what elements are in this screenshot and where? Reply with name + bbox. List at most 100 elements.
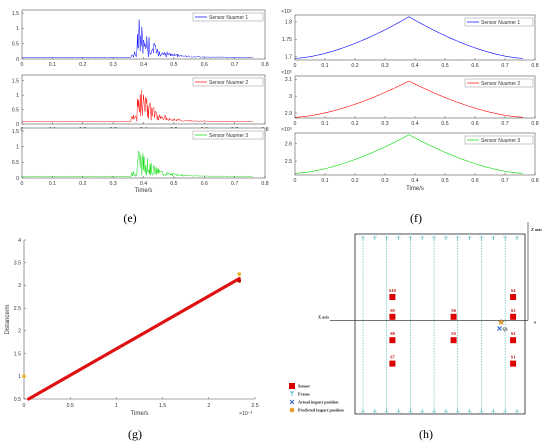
x-tick-label: 0.1 [321,178,328,184]
data-point [237,272,242,276]
x-tick-label: 0.4 [140,62,147,68]
frame-top-marker [491,236,496,240]
x-tick-label: 2.5 [251,403,258,409]
x-axis-label: Time/s [135,188,153,194]
frame-bottom-marker [408,409,413,413]
y-tick-label: 1.8 [285,20,292,26]
x-tick-label: 0.4 [140,181,147,187]
x-tick-label: 0.6 [201,181,208,187]
frame-bottom-marker [455,409,460,413]
distance-line [27,277,241,401]
legend-box [192,12,264,22]
x-tick-label: 0 [294,178,297,184]
y-tick-label: 0.5 [14,397,21,403]
x-tick-label: 0 [21,62,24,68]
frame-top-marker [479,236,484,240]
x-tick-label: 0.1 [49,62,56,68]
x-tick-label: 0.7 [231,62,238,68]
x-axis-label: Time/s [131,411,149,417]
legend-actual-swatch [289,399,295,405]
frame-top-marker [443,236,448,240]
y-tick-label: 1 [16,93,19,99]
legend-label: Actual impact position [298,400,339,405]
x-tick-label: 0.4 [411,63,418,69]
actual-impact-marker [497,326,502,331]
sensor-marker [389,360,396,367]
origin-label: o [534,319,536,324]
y-tick-label: 3.1 [285,77,292,83]
x-tick-label: 1 [115,403,118,409]
signal-line [21,19,253,59]
y-tick-label: 1.5 [12,79,19,85]
legend-box [192,77,264,87]
frame-bottom-marker [515,409,519,413]
sensor-label: S4 [511,288,516,293]
y-tick-label: 3 [289,94,292,100]
y-tick-label: 2.5 [14,306,21,312]
y-tick-label: 0 [16,57,19,63]
y-axis-label: Distance/m [5,304,11,334]
sensor-label: S10 [389,288,397,293]
x-tick-label: 0.6 [201,62,208,68]
panel-h-sensor-layout: X axis Z axis o S10 S9 S8 S7 S6 S5 S4 S3 S2 S1 Q1 Sens… [289,222,542,415]
frame-top-marker [420,236,425,240]
sensor-marker [510,313,517,320]
legend-predicted-swatch [289,407,295,413]
panel-g-distance-time: 0.511.522.533.540 0.5 1 1.5 2 2.5×10⁻³Time/sD… [5,238,259,417]
x-tick-label: 2 [207,403,210,409]
y-tick-label: 1.7 [285,54,292,60]
y-tick-label: 0.5 [12,107,19,113]
data-point [22,374,26,379]
y-tick-label: 0.5 [12,160,19,166]
predicted-impact-marker [497,318,505,326]
frame-bottom-marker [467,409,472,413]
frame-top-marker [396,236,401,240]
x-tick-label: 0.8 [531,63,538,69]
x-tick-label: 0 [294,63,297,69]
sensor-marker [450,313,457,320]
frame-bottom-marker [503,409,508,413]
sensor-marker [510,294,517,300]
x-tick-label: 0.8 [531,121,538,127]
legend-label: Sensor Nuumer 1 [209,15,248,21]
x-tick-label: 0.3 [110,181,117,187]
frame-bottom-marker [443,409,448,413]
x-tick-label: 0.6 [471,121,478,127]
y-tick-label: 0 [16,122,19,128]
x-tick-label: 0.1 [49,181,56,187]
x-tick-label: 0 [294,121,297,127]
x-tick-label: 0.8 [261,62,268,68]
panel-label-f: (f) [410,211,422,225]
frame-top-marker [384,236,389,240]
sensor-label: S8 [390,331,395,336]
legend-sensor-swatch [289,383,295,389]
y-tick-label: 4 [18,238,21,244]
x-tick-label: 0 [23,403,26,409]
sensor-marker [510,360,517,367]
sensor-label: S9 [390,308,395,313]
data-point [237,279,242,283]
x-tick-label: 0.1 [321,63,328,69]
x-tick-label: 0.5 [441,63,448,69]
envelope-line [294,134,524,174]
sensor-marker [450,337,457,344]
x-tick-label: 0.5 [441,178,448,184]
x-tick-label: 0.2 [351,178,358,184]
sensor-label: S2 [511,331,516,336]
x-axis-label: X axis [318,314,329,319]
legend-box [464,17,534,27]
y-tick-label: 0 [16,176,19,182]
y-tick-label: 0.5 [12,41,19,47]
envelope-line [294,16,524,59]
x-tick-label: 0.7 [231,181,238,187]
y-tick-label: 3 [18,283,21,289]
sensor-marker [389,313,396,320]
frame-bottom-marker [432,409,437,413]
sensor-marker [510,337,517,344]
frame-top-marker [455,236,460,240]
legend-label: Sensor Nuumer 2 [209,80,248,86]
panel-label-g: (g) [128,427,142,441]
z-axis-label: Z axis [531,227,542,232]
